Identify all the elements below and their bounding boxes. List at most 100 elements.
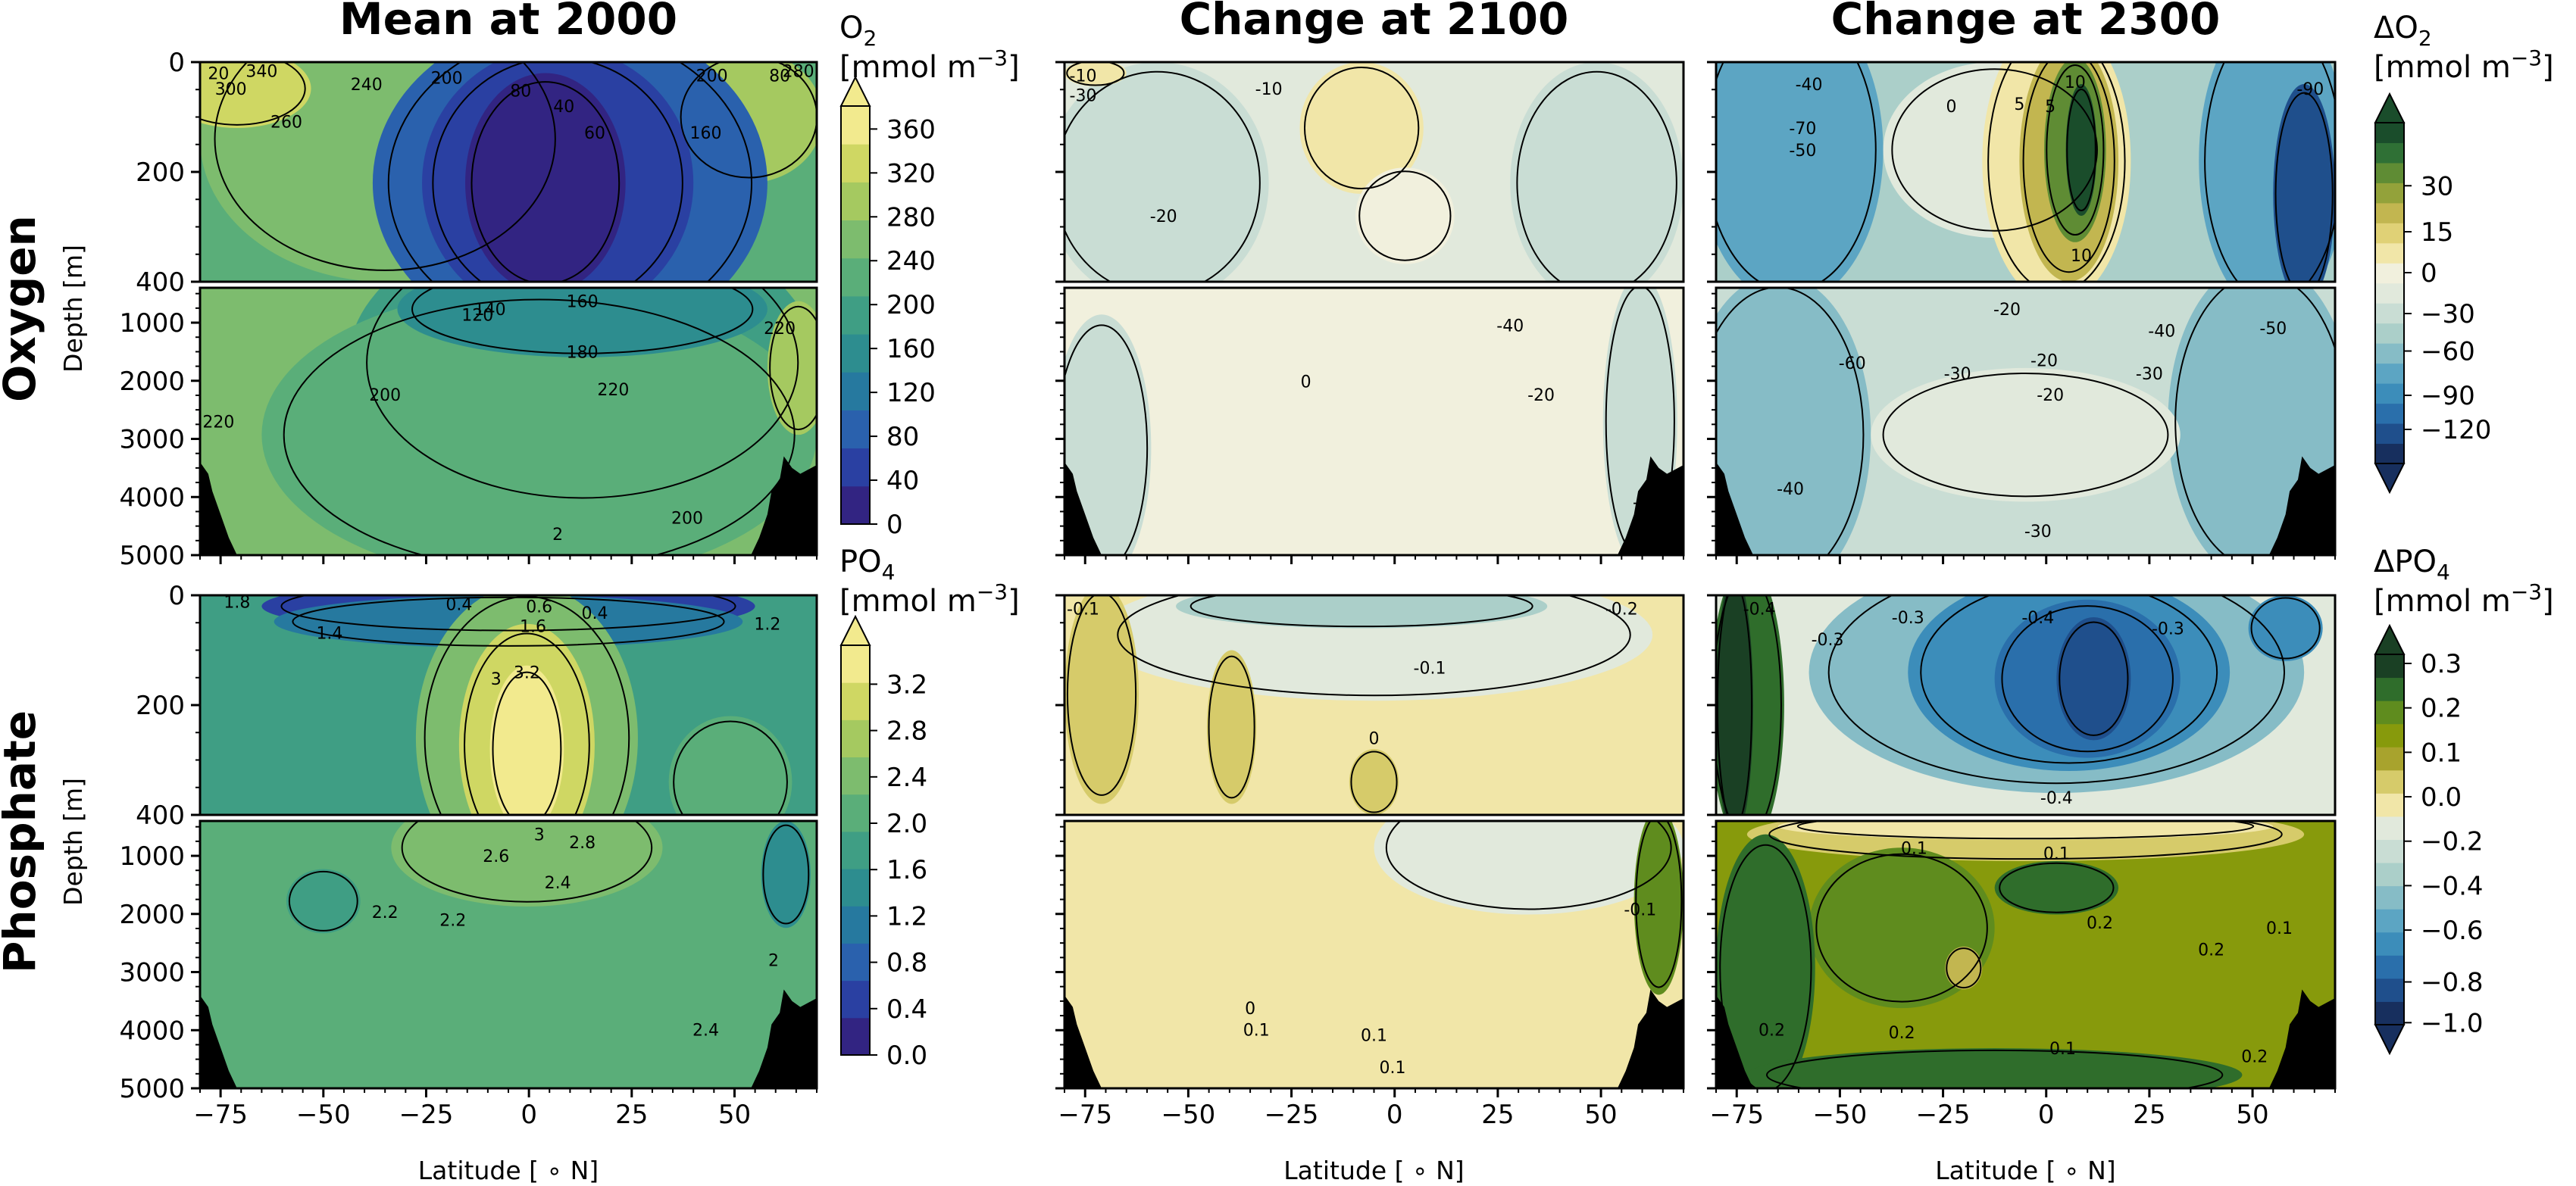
y-axis-label: Depth [m] xyxy=(58,778,88,906)
contour-line xyxy=(1064,324,1149,555)
y-tick-label: 5000 xyxy=(119,541,185,571)
contour-fill xyxy=(1064,62,1269,282)
contour-line xyxy=(288,870,358,932)
contour-label: -10 xyxy=(1255,80,1283,99)
colorbar-tick-label: −0.6 xyxy=(2421,916,2484,946)
x-tick-label: 25 xyxy=(2133,1100,2165,1130)
colorbar-tick-label: 3.2 xyxy=(886,669,927,700)
contour-line xyxy=(1716,62,1877,282)
seafloor-mask xyxy=(1617,456,1683,555)
contour-line xyxy=(366,288,799,499)
colorbar-segment xyxy=(841,410,870,449)
contour-label: -30 xyxy=(1944,365,1971,384)
colorbar-segment xyxy=(2375,183,2404,204)
contour-line xyxy=(1064,70,1261,282)
contour-label: 2 xyxy=(768,952,779,971)
contour-label: 0.1 xyxy=(1901,839,1927,858)
contour-label: -20 xyxy=(1150,208,1177,226)
contour-line xyxy=(292,596,725,647)
y-tick-label: 0 xyxy=(168,48,185,78)
contour-label: 0.1 xyxy=(1361,1026,1387,1045)
contour-line xyxy=(1385,821,1672,910)
contour-fill xyxy=(1746,1048,2243,1088)
contour-label: -0.3 xyxy=(2152,620,2184,639)
contour-line xyxy=(673,720,788,815)
y-tick-label: 4000 xyxy=(119,1016,185,1046)
seafloor-mask xyxy=(2268,989,2335,1088)
colorbar-tick-label: 0.3 xyxy=(2421,649,2462,679)
seafloor-mask xyxy=(1064,462,1102,555)
colorbar-segment xyxy=(2375,423,2404,445)
colorbar-segment xyxy=(2375,701,2404,725)
contour-label: 1.8 xyxy=(224,594,250,613)
colorbar-segment xyxy=(841,869,870,907)
colorbar-segment xyxy=(2375,323,2404,344)
contour-label: 60 xyxy=(584,124,605,143)
colorbar-segment xyxy=(841,295,870,335)
contour-label: 0.4 xyxy=(581,604,608,623)
colorbar-segment xyxy=(841,980,870,1019)
x-tick-label: −75 xyxy=(1709,1100,1764,1130)
colorbar-segment xyxy=(2375,863,2404,887)
contour-line xyxy=(401,821,653,903)
y-tick-label: 5000 xyxy=(119,1074,185,1104)
colorbar-segment xyxy=(2375,303,2404,324)
colorbar-tick-label: 0.1 xyxy=(2421,738,2462,768)
seafloor-mask xyxy=(751,456,817,555)
colorbar-frame xyxy=(2374,122,2405,464)
colorbar-tick-label: 280 xyxy=(886,202,936,233)
contour-line xyxy=(1716,595,1753,815)
seafloor-mask xyxy=(200,995,237,1088)
contour-label: 2 xyxy=(552,526,563,545)
colorbar-tick-label: −90 xyxy=(2421,381,2475,411)
contour-label: -0.4 xyxy=(2040,789,2073,808)
colorbar-extend-max xyxy=(2374,92,2406,123)
colorbar-segment xyxy=(2375,363,2404,384)
colorbar-tick-label: 0 xyxy=(2421,258,2437,289)
contour-line xyxy=(1350,751,1398,813)
colorbar-segment xyxy=(2375,242,2404,264)
colorbar-segment xyxy=(841,757,870,795)
field-background xyxy=(1064,288,1683,555)
colorbar-tick-label: −0.2 xyxy=(2421,827,2484,857)
contour-label: -30 xyxy=(2024,523,2052,542)
y-tick-label: 400 xyxy=(136,267,185,298)
contour-label: 0.2 xyxy=(2198,941,2224,960)
y-tick-label: 2000 xyxy=(119,367,185,397)
seafloor-mask xyxy=(751,989,817,1088)
contour-line xyxy=(1827,595,2285,785)
contour-label: -40 xyxy=(1777,480,1804,499)
colorbar-segment xyxy=(841,831,870,869)
colorbar-segment xyxy=(2375,885,2404,910)
contour-fill xyxy=(1064,314,1152,555)
contour-label: 10 xyxy=(2065,73,2086,92)
colorbar-segment xyxy=(2375,955,2404,979)
contour-line xyxy=(280,595,736,632)
contour-line xyxy=(1358,170,1452,261)
colorbar-tick-label: −1.0 xyxy=(2421,1008,2484,1038)
contour-line xyxy=(2001,605,2174,753)
contour-label: -0.2 xyxy=(1605,600,1638,619)
y-tick-label: 3000 xyxy=(119,958,185,988)
colorbar-frame xyxy=(2374,654,2405,1025)
contour-label: -30 xyxy=(2136,365,2163,384)
contour-line xyxy=(2274,92,2334,282)
contour-line xyxy=(1303,66,1420,190)
contour-label: 1.6 xyxy=(520,618,546,637)
contour-line xyxy=(1796,821,2255,840)
contour-label: -0.4 xyxy=(1743,600,1776,619)
contour-label: -0.1 xyxy=(1414,660,1446,679)
contour-line xyxy=(762,824,810,925)
contour-label: 1.2 xyxy=(754,616,780,635)
x-tick-label: 0 xyxy=(521,1100,537,1130)
contour-label: 0.1 xyxy=(2049,1040,2076,1059)
colorbar-segment xyxy=(841,1017,870,1056)
contour-line xyxy=(1716,288,1865,555)
colorbar-po4: 0.0 0.4 0.8 1.2 1.6 2.0 2.4 2.8 3.2 PO4[mmol m−3] xyxy=(839,545,1020,1071)
contour-label: 3.2 xyxy=(514,664,540,683)
contour-label: 140 xyxy=(474,301,506,320)
contour-label: 200 xyxy=(671,510,703,529)
contour-label: -0.1 xyxy=(1624,900,1656,919)
